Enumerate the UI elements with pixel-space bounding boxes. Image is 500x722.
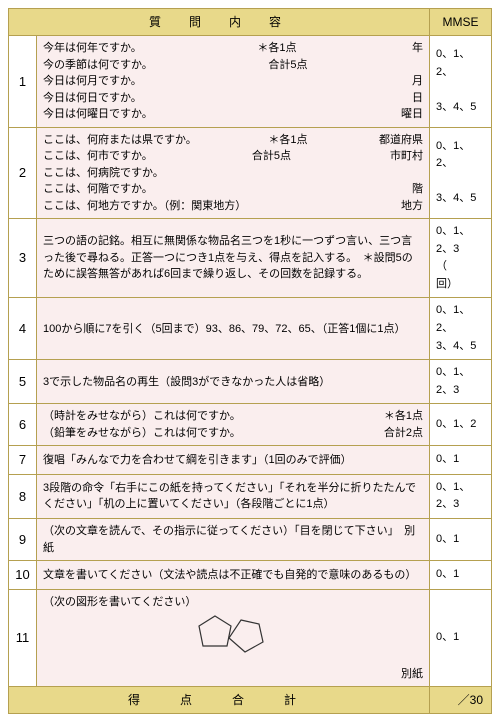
mmse-score: 0、1、2、 3、4、5 bbox=[430, 127, 492, 219]
row-number: 6 bbox=[9, 404, 37, 446]
line-left: ここは、何市ですか。 bbox=[43, 148, 153, 165]
table-row: 53で示した物品名の再生（設問3ができなかった人は省略）0、1、2、3 bbox=[9, 360, 492, 404]
line-right: 月 bbox=[412, 73, 423, 90]
line-right: 合計2点 bbox=[384, 425, 423, 442]
mmse-score: 0、1 bbox=[430, 561, 492, 590]
header-mmse: MMSE bbox=[430, 9, 492, 36]
mmse-score: 0、1、2、 3、4、5 bbox=[430, 36, 492, 128]
row-content: 今年は何年ですか。＊各1点年今の季節は何ですか。合計5点今日は何月ですか。月今日… bbox=[37, 36, 430, 128]
table-row: 7復唱「みんなで力を合わせて綱を引きます」（1回のみで評価）0、1 bbox=[9, 446, 492, 475]
content-line: 今日は何曜日ですか。 曜日 bbox=[43, 106, 423, 123]
content-line: ここは、何市ですか。 合計5点 市町村 bbox=[43, 148, 423, 165]
line-right: 市町村 bbox=[390, 148, 423, 165]
table-row: 1今年は何年ですか。＊各1点年今の季節は何ですか。合計5点今日は何月ですか。月今… bbox=[9, 36, 492, 128]
line-right: 階 bbox=[412, 181, 423, 198]
row-number: 9 bbox=[9, 519, 37, 561]
table-row: 2 ここは、何府または県ですか。 ＊各1点 都道府県ここは、何市ですか。 合計5点 市町村… bbox=[9, 127, 492, 219]
line-right: 日 bbox=[412, 90, 423, 107]
row-number: 2 bbox=[9, 127, 37, 219]
row-content: （次の文章を読んで、その指示に従ってください）「目を閉じて下さい」 別紙 bbox=[37, 519, 430, 561]
figure-note: 別紙 bbox=[43, 666, 423, 683]
line-right: 都道府県 bbox=[379, 132, 423, 149]
mmse-table: 質 問 内 容 MMSE 1今年は何年ですか。＊各1点年今の季節は何ですか。合計… bbox=[8, 8, 492, 714]
mmse-score: 0、1、2、3 bbox=[430, 360, 492, 404]
line-left: ここは、何階ですか。 bbox=[43, 181, 153, 198]
row-content: 文章を書いてください（文法や読点は不正確でも自発的で意味のあるもの） bbox=[37, 561, 430, 590]
mmse-score: 0、1、2 bbox=[430, 404, 492, 446]
table-row: 11 （次の図形を書いてください） 別紙 0、1 bbox=[9, 589, 492, 687]
content-line: 今日は何日ですか。 日 bbox=[43, 90, 423, 107]
table-row: 9（次の文章を読んで、その指示に従ってください）「目を閉じて下さい」 別紙0、1 bbox=[9, 519, 492, 561]
content-line: （鉛筆をみせながら）これは何ですか。 合計2点 bbox=[43, 425, 423, 442]
mmse-score: 0、1 bbox=[430, 519, 492, 561]
line-mid: 合計5点 bbox=[252, 148, 291, 165]
row-content: 三つの語の記銘。相互に無関係な物品名三つを1秒に一つずつ言い、三つ言った後で尋ね… bbox=[37, 219, 430, 298]
table-row: 6（時計をみせながら）これは何ですか。＊各1点（鉛筆をみせながら）これは何ですか… bbox=[9, 404, 492, 446]
line-mid: ＊各1点 bbox=[257, 40, 296, 57]
row-content: ここは、何府または県ですか。＊各1点都道府県ここは、何市ですか。合計5点市町村こ… bbox=[37, 127, 430, 219]
row-content: 復唱「みんなで力を合わせて綱を引きます」（1回のみで評価） bbox=[37, 446, 430, 475]
line-left: 今年は何年ですか。 bbox=[43, 40, 142, 57]
line-right: 年 bbox=[412, 40, 423, 57]
line-left: ここは、何地方ですか。（例：関東地方） bbox=[43, 198, 246, 215]
mmse-score: 0、1 bbox=[430, 589, 492, 687]
line-left: 今の季節は何ですか。 bbox=[43, 57, 153, 74]
mmse-score: 0、1、2、 3、4、5 bbox=[430, 298, 492, 360]
row-number: 4 bbox=[9, 298, 37, 360]
footer-label: 得 点 合 計 bbox=[9, 687, 430, 714]
content-line: ここは、何病院ですか。 bbox=[43, 165, 423, 182]
content-line: 今年は何年ですか。 ＊各1点 年 bbox=[43, 40, 423, 57]
table-row: 3三つの語の記銘。相互に無関係な物品名三つを1秒に一つずつ言い、三つ言った後で尋… bbox=[9, 219, 492, 298]
line-left: （時計をみせながら）これは何ですか。 bbox=[43, 408, 241, 425]
line-left: ここは、何府または県ですか。 bbox=[43, 132, 197, 149]
row-content: （時計をみせながら）これは何ですか。＊各1点（鉛筆をみせながら）これは何ですか。… bbox=[37, 404, 430, 446]
row-content: （次の図形を書いてください） 別紙 bbox=[37, 589, 430, 687]
line-left: 今日は何曜日ですか。 bbox=[43, 106, 153, 123]
row-number: 1 bbox=[9, 36, 37, 128]
row-number: 8 bbox=[9, 474, 37, 518]
row-number: 10 bbox=[9, 561, 37, 590]
line-right: 曜日 bbox=[401, 106, 423, 123]
table-row: 83段階の命令「右手にこの紙を持ってください」「それを半分に折りたたんでください… bbox=[9, 474, 492, 518]
line-left: 今日は何日ですか。 bbox=[43, 90, 142, 107]
content-line: ここは、何府または県ですか。 ＊各1点 都道府県 bbox=[43, 132, 423, 149]
figure-instruction: （次の図形を書いてください） bbox=[43, 594, 423, 611]
table-row: 10文章を書いてください（文法や読点は不正確でも自発的で意味のあるもの）0、1 bbox=[9, 561, 492, 590]
footer-row: 得 点 合 計 ／30 bbox=[9, 687, 492, 714]
line-mid: ＊各1点 bbox=[268, 132, 307, 149]
row-number: 3 bbox=[9, 219, 37, 298]
row-number: 5 bbox=[9, 360, 37, 404]
content-line: 今の季節は何ですか。 合計5点 bbox=[43, 57, 423, 74]
line-right: 地方 bbox=[401, 198, 423, 215]
content-line: ここは、何地方ですか。（例：関東地方） 地方 bbox=[43, 198, 423, 215]
line-left: ここは、何病院ですか。 bbox=[43, 165, 164, 182]
line-mid: 合計5点 bbox=[268, 57, 307, 74]
line-left: （鉛筆をみせながら）これは何ですか。 bbox=[43, 425, 241, 442]
line-right: ＊各1点 bbox=[384, 408, 423, 425]
footer-total: ／30 bbox=[430, 687, 492, 714]
content-line: ここは、何階ですか。 階 bbox=[43, 181, 423, 198]
line-left: 今日は何月ですか。 bbox=[43, 73, 142, 90]
row-number: 7 bbox=[9, 446, 37, 475]
table-row: 4100から順に7を引く（5回まで）93、86、79、72、65、（正答1個に1… bbox=[9, 298, 492, 360]
mmse-score: 0、1、2、3 bbox=[430, 474, 492, 518]
row-content: 100から順に7を引く（5回まで）93、86、79、72、65、（正答1個に1点… bbox=[37, 298, 430, 360]
content-line: （時計をみせながら）これは何ですか。 ＊各1点 bbox=[43, 408, 423, 425]
header-row: 質 問 内 容 MMSE bbox=[9, 9, 492, 36]
mmse-score: 0、1 bbox=[430, 446, 492, 475]
pentagon-figure bbox=[43, 610, 423, 666]
row-content: 3で示した物品名の再生（設問3ができなかった人は省略） bbox=[37, 360, 430, 404]
row-number: 11 bbox=[9, 589, 37, 687]
row-content: 3段階の命令「右手にこの紙を持ってください」「それを半分に折りたたんでください」… bbox=[37, 474, 430, 518]
mmse-score: 0、1、2、3 （ 回） bbox=[430, 219, 492, 298]
content-line: 今日は何月ですか。 月 bbox=[43, 73, 423, 90]
header-content: 質 問 内 容 bbox=[9, 9, 430, 36]
